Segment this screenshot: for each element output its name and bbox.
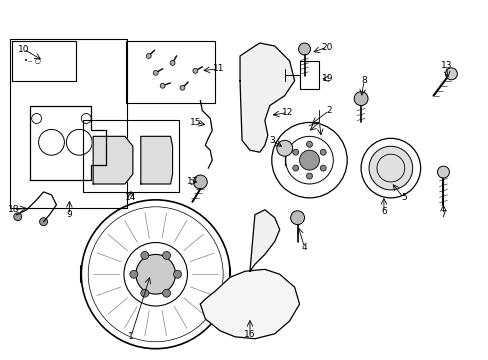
- Text: 1: 1: [128, 332, 134, 341]
- Circle shape: [368, 146, 412, 190]
- Bar: [126, 41, 215, 103]
- Text: 10: 10: [18, 45, 29, 54]
- Text: •‒ ○: •‒ ○: [24, 58, 41, 64]
- Text: 17: 17: [186, 177, 198, 186]
- Circle shape: [146, 54, 151, 58]
- Circle shape: [160, 83, 165, 88]
- Text: 4: 4: [301, 243, 307, 252]
- Circle shape: [14, 213, 21, 221]
- Circle shape: [445, 68, 456, 80]
- Polygon shape: [249, 210, 279, 271]
- Text: 11: 11: [212, 64, 224, 73]
- Polygon shape: [200, 269, 299, 339]
- Text: 2: 2: [326, 106, 331, 115]
- Polygon shape: [93, 136, 133, 184]
- Circle shape: [163, 251, 170, 259]
- Text: 16: 16: [244, 330, 255, 339]
- Circle shape: [276, 140, 292, 156]
- Circle shape: [306, 173, 312, 179]
- Bar: [299, 61, 319, 89]
- Text: 20: 20: [321, 42, 332, 51]
- Circle shape: [290, 211, 304, 225]
- Text: 13: 13: [440, 62, 451, 71]
- Circle shape: [141, 289, 148, 297]
- Circle shape: [141, 251, 148, 259]
- Circle shape: [298, 43, 310, 55]
- Text: 14: 14: [125, 193, 136, 202]
- Circle shape: [130, 270, 138, 278]
- Text: 18: 18: [8, 205, 20, 214]
- Polygon shape: [141, 136, 172, 184]
- Text: 19: 19: [321, 74, 332, 83]
- Bar: [83, 121, 178, 192]
- Circle shape: [180, 85, 184, 90]
- Circle shape: [292, 165, 298, 171]
- Circle shape: [292, 149, 298, 155]
- Circle shape: [40, 218, 47, 226]
- Text: 8: 8: [361, 76, 366, 85]
- Polygon shape: [240, 43, 294, 152]
- Circle shape: [136, 255, 175, 294]
- Text: 3: 3: [268, 136, 274, 145]
- Circle shape: [153, 70, 158, 75]
- Circle shape: [320, 149, 325, 155]
- Text: 7: 7: [440, 210, 446, 219]
- Circle shape: [173, 270, 181, 278]
- Circle shape: [299, 150, 319, 170]
- Text: 12: 12: [282, 108, 293, 117]
- Circle shape: [193, 175, 207, 189]
- Circle shape: [320, 165, 325, 171]
- Circle shape: [306, 141, 312, 147]
- Circle shape: [163, 289, 170, 297]
- Text: 6: 6: [380, 207, 386, 216]
- Circle shape: [353, 92, 367, 105]
- Text: 5: 5: [400, 193, 406, 202]
- Text: 15: 15: [189, 118, 201, 127]
- Circle shape: [192, 68, 198, 73]
- Text: 9: 9: [66, 210, 72, 219]
- Circle shape: [437, 166, 448, 178]
- Circle shape: [170, 60, 175, 66]
- Bar: [12, 41, 76, 81]
- Bar: [10, 39, 127, 208]
